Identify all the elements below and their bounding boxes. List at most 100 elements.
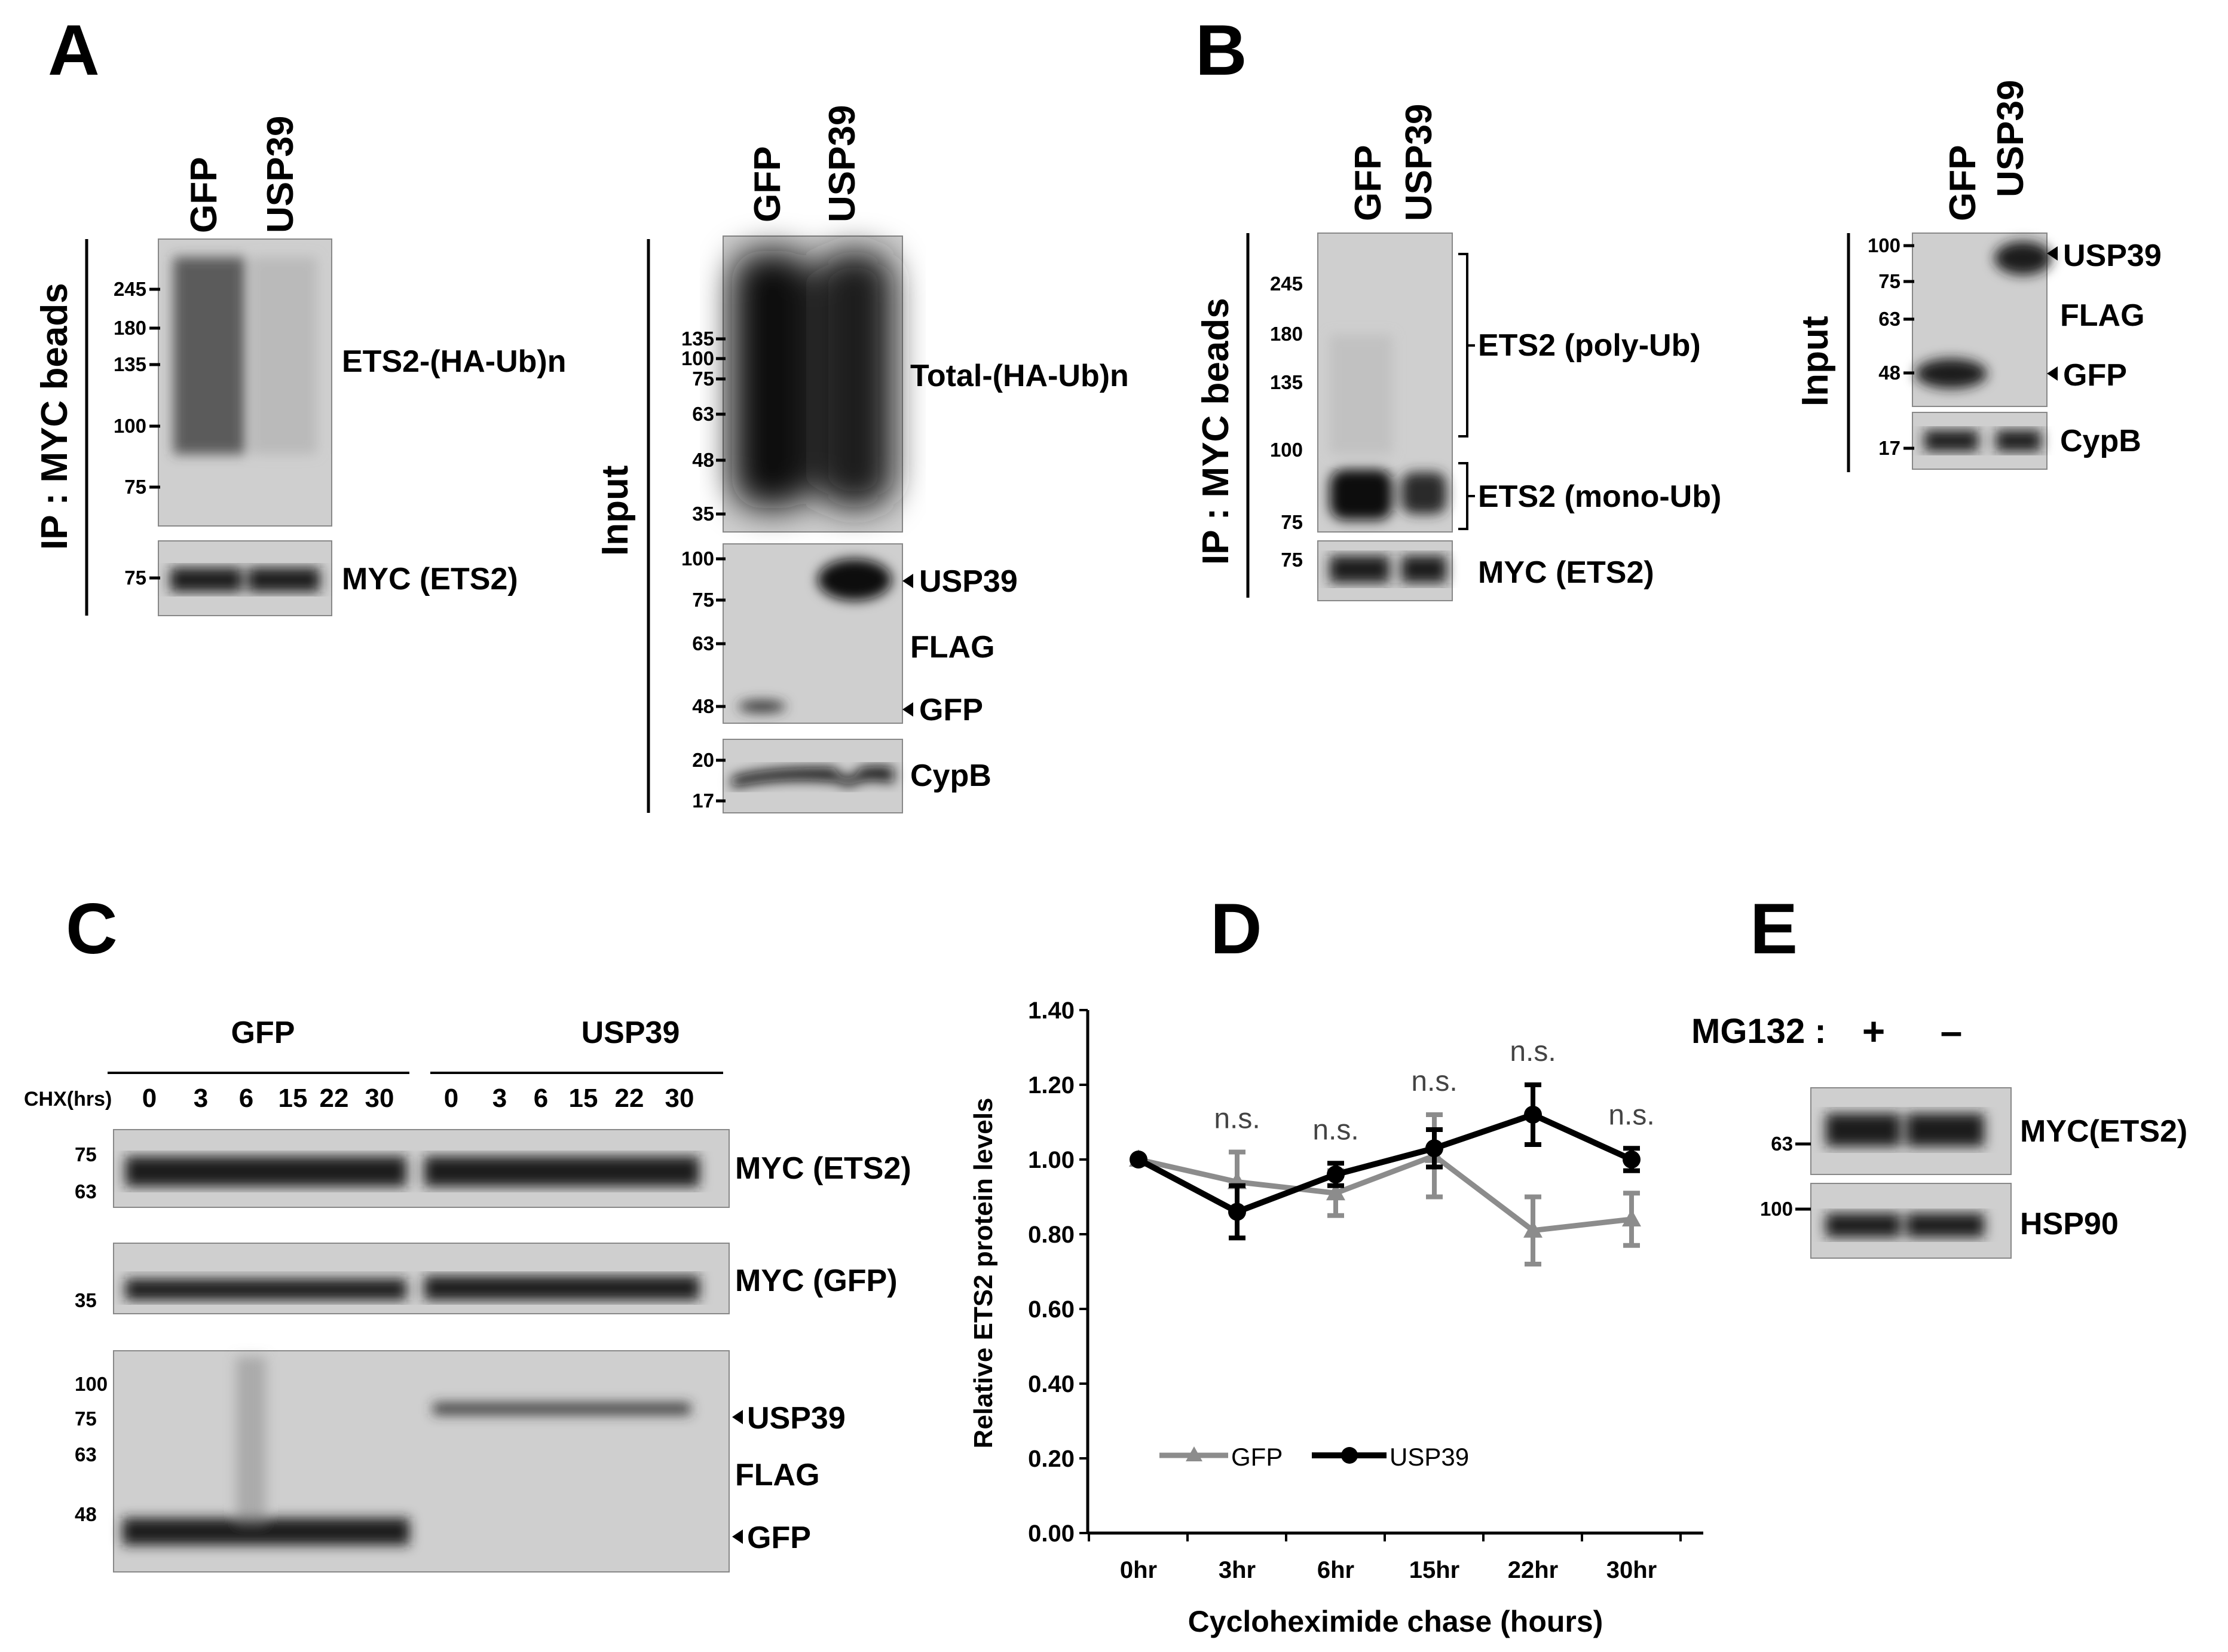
svg-text:6: 6 bbox=[534, 1084, 548, 1113]
mw-b-ip: 245 180 135 100 75 bbox=[1270, 273, 1303, 533]
mw-a-cypb-17: 17 bbox=[692, 790, 714, 812]
svg-text:75: 75 bbox=[1281, 511, 1303, 533]
svg-text:30: 30 bbox=[665, 1084, 694, 1113]
x-axis-label: Cycloheximide chase (hours) bbox=[1188, 1605, 1603, 1638]
point-usp39 bbox=[1623, 1151, 1641, 1168]
x-tick-label: 30hr bbox=[1606, 1557, 1657, 1583]
blot-c-gfp bbox=[113, 1243, 730, 1314]
band-c-gfp: GFP bbox=[747, 1521, 811, 1555]
smear-a-ip bbox=[173, 257, 317, 454]
svg-text:63: 63 bbox=[692, 403, 714, 425]
lane-b-usp39: USP39 bbox=[1398, 104, 1440, 221]
sign-plus: + bbox=[1862, 1009, 1886, 1053]
svg-text:135: 135 bbox=[114, 353, 146, 375]
svg-text:3: 3 bbox=[194, 1084, 208, 1113]
panel-c: C GFP USP39 CHX(hrs) 0 3 6 15 22 30 0 3 … bbox=[24, 889, 911, 1573]
svg-text:48: 48 bbox=[75, 1503, 97, 1525]
band-a-flag: FLAG bbox=[910, 630, 995, 665]
band-e-myc-ets2: MYC(ETS2) bbox=[2020, 1114, 2187, 1149]
mw-a-cypb-20: 20 bbox=[692, 749, 714, 771]
y-tick-label: 0.40 bbox=[1028, 1371, 1075, 1397]
y-tick-label: 0.80 bbox=[1028, 1222, 1075, 1248]
sign-minus: – bbox=[1941, 1009, 1963, 1053]
svg-text:3: 3 bbox=[492, 1084, 507, 1113]
svg-text:0: 0 bbox=[444, 1084, 458, 1113]
svg-text:48: 48 bbox=[692, 695, 714, 717]
svg-text:75: 75 bbox=[1878, 270, 1900, 292]
svg-text:30: 30 bbox=[365, 1084, 394, 1113]
mw-a-total: 135 100 75 63 48 35 bbox=[681, 328, 726, 525]
significance-label: n.s. bbox=[1608, 1099, 1654, 1131]
y-tick-label: 0.60 bbox=[1028, 1296, 1075, 1323]
x-tick-label: 0hr bbox=[1120, 1557, 1157, 1583]
band-a-myc-ets2: MYC (ETS2) bbox=[342, 562, 518, 596]
point-gfp bbox=[1326, 1183, 1345, 1201]
band-a-cypb: CypB bbox=[910, 758, 991, 793]
svg-text:22: 22 bbox=[615, 1084, 644, 1113]
x-tick-label: 15hr bbox=[1409, 1557, 1460, 1583]
svg-text:100: 100 bbox=[114, 415, 146, 437]
mg132-label: MG132 : bbox=[1691, 1012, 1826, 1051]
svg-text:100: 100 bbox=[1270, 439, 1303, 461]
mw-c-63: 63 bbox=[75, 1180, 97, 1203]
band-e-hsp90: HSP90 bbox=[2020, 1207, 2119, 1241]
svg-text:63: 63 bbox=[1878, 308, 1900, 330]
panel-d-label: D bbox=[1210, 889, 1262, 969]
mw-b-myc: 75 bbox=[1281, 549, 1303, 571]
svg-text:48: 48 bbox=[692, 449, 714, 471]
mw-b-flag: 100 75 63 48 bbox=[1868, 234, 1914, 384]
panel-d-chart: D 0.00 0.20 0.40 0.60 0.80 1.00 1.20 1.40 0hr 3hr… bbox=[969, 889, 1703, 1638]
chx-label: CHX(hrs) bbox=[24, 1088, 112, 1110]
svg-text:245: 245 bbox=[114, 278, 146, 300]
mw-a-myc: 75 bbox=[124, 567, 146, 589]
point-gfp bbox=[1523, 1220, 1543, 1238]
band-b-flag: FLAG bbox=[2060, 298, 2145, 333]
legend-label-usp39: USP39 bbox=[1390, 1443, 1469, 1471]
y-axis-label: Relative ETS2 protein levels bbox=[969, 1098, 998, 1449]
point-usp39 bbox=[1425, 1139, 1443, 1158]
svg-text:63: 63 bbox=[75, 1443, 97, 1466]
mw-c-75: 75 bbox=[75, 1143, 97, 1165]
panel-b: B GFP USP39 IP : MYC beads 245 180 135 1… bbox=[1195, 10, 2162, 601]
legend-marker-gfp bbox=[1186, 1446, 1202, 1461]
y-tick-label: 0.00 bbox=[1028, 1521, 1075, 1547]
lane-input-gfp: GFP bbox=[747, 146, 788, 222]
svg-text:48: 48 bbox=[1878, 362, 1900, 384]
band-c-myc-gfp: MYC (GFP) bbox=[735, 1264, 898, 1298]
mw-a-ip: 245 180 135 100 75 bbox=[114, 278, 160, 498]
significance-label: n.s. bbox=[1312, 1114, 1358, 1146]
svg-text:180: 180 bbox=[114, 317, 146, 339]
svg-text:135: 135 bbox=[681, 328, 714, 350]
ip-label: IP : MYC beads bbox=[34, 283, 75, 550]
band-b-myc-ets2: MYC (ETS2) bbox=[1478, 555, 1654, 590]
svg-text:75: 75 bbox=[692, 589, 714, 611]
input-label: Input bbox=[595, 466, 636, 556]
smear-a-total bbox=[732, 251, 893, 508]
svg-text:0: 0 bbox=[142, 1084, 157, 1113]
panel-c-label: C bbox=[66, 889, 118, 969]
band-b-cypb: CypB bbox=[2060, 424, 2141, 458]
band-b-poly: ETS2 (poly-Ub) bbox=[1478, 328, 1701, 363]
x-tick-label: 22hr bbox=[1508, 1557, 1559, 1583]
mw-e-100: 100 bbox=[1760, 1198, 1793, 1220]
svg-text:15: 15 bbox=[278, 1084, 308, 1113]
svg-text:180: 180 bbox=[1270, 323, 1303, 345]
y-tick-label: 1.40 bbox=[1028, 998, 1075, 1024]
svg-text:100: 100 bbox=[681, 547, 714, 570]
legend-marker-usp39 bbox=[1341, 1447, 1358, 1464]
x-tick-label: 6hr bbox=[1317, 1557, 1354, 1583]
band-total-haub: Total-(HA-Ub)n bbox=[910, 359, 1129, 393]
svg-text:6: 6 bbox=[239, 1084, 253, 1113]
point-usp39 bbox=[1524, 1106, 1542, 1124]
mw-c-flag: 100 75 63 48 bbox=[75, 1373, 108, 1525]
panel-e-label: E bbox=[1750, 889, 1798, 969]
panel-a: A GFP USP39 IP : MYC beads 245 180 135 1… bbox=[34, 10, 1129, 813]
band-c-usp39: USP39 bbox=[747, 1401, 846, 1436]
significance-label: n.s. bbox=[1411, 1066, 1457, 1097]
band-a-usp39: USP39 bbox=[919, 564, 1018, 599]
y-tick-label: 0.20 bbox=[1028, 1446, 1075, 1472]
x-tick-label: 3hr bbox=[1219, 1557, 1256, 1583]
svg-text:63: 63 bbox=[692, 632, 714, 654]
svg-text:100: 100 bbox=[681, 347, 714, 369]
